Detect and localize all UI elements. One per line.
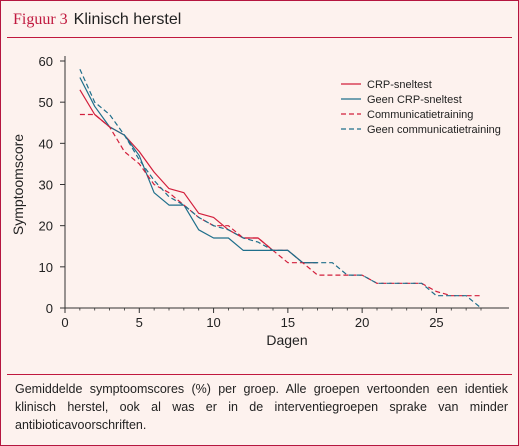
x-tick-label: 5 [136,315,143,330]
x-axis-title: Dagen [266,332,307,348]
y-tick-label: 10 [39,260,53,275]
x-tick-label: 0 [61,315,68,330]
legend-label-1: CRP-sneltest [367,79,432,91]
x-tick-label: 20 [355,315,369,330]
y-tick-label: 60 [39,54,53,69]
legend-label-2: Geen CRP-sneltest [367,94,462,106]
y-axis-title: Symptoomscore [10,134,26,235]
series-line-2 [79,77,318,264]
figure-header: Figuur 3 Klinisch herstel [13,11,181,35]
x-tick-label: 10 [206,315,220,330]
caption-divider [7,374,512,375]
y-tick-label: 40 [39,136,53,151]
y-tick-label: 20 [39,219,53,234]
chart-series-layer [79,68,482,309]
y-tick-label: 0 [46,301,53,316]
x-tick-label: 25 [429,315,443,330]
x-tick-label: 15 [281,315,295,330]
series-line-4 [79,68,482,309]
figure-caption: Gemiddelde symptoomscores (%) per groep.… [15,382,508,432]
series-line-3 [79,113,481,297]
legend-label-3: Communicatietraining [367,109,473,121]
y-tick-label: 50 [39,95,53,110]
figure-title: Klinisch herstel [73,11,182,28]
figure-label: Figuur 3 [13,11,68,28]
legend-label-4: Geen communicatietraining [367,124,501,136]
y-tick-label: 30 [39,178,53,193]
line-chart: 0 5 10 15 20 25 0 10 20 30 40 50 60 CRP-sneltest Geen… [10,54,509,348]
chart-axes: 0 5 10 15 20 25 0 10 20 30 40 50 60 [39,54,509,330]
chart-legend: CRP-sneltest Geen CRP-sneltest Communicati… [341,79,501,136]
series-line-1 [79,89,318,264]
header-divider [7,37,512,38]
